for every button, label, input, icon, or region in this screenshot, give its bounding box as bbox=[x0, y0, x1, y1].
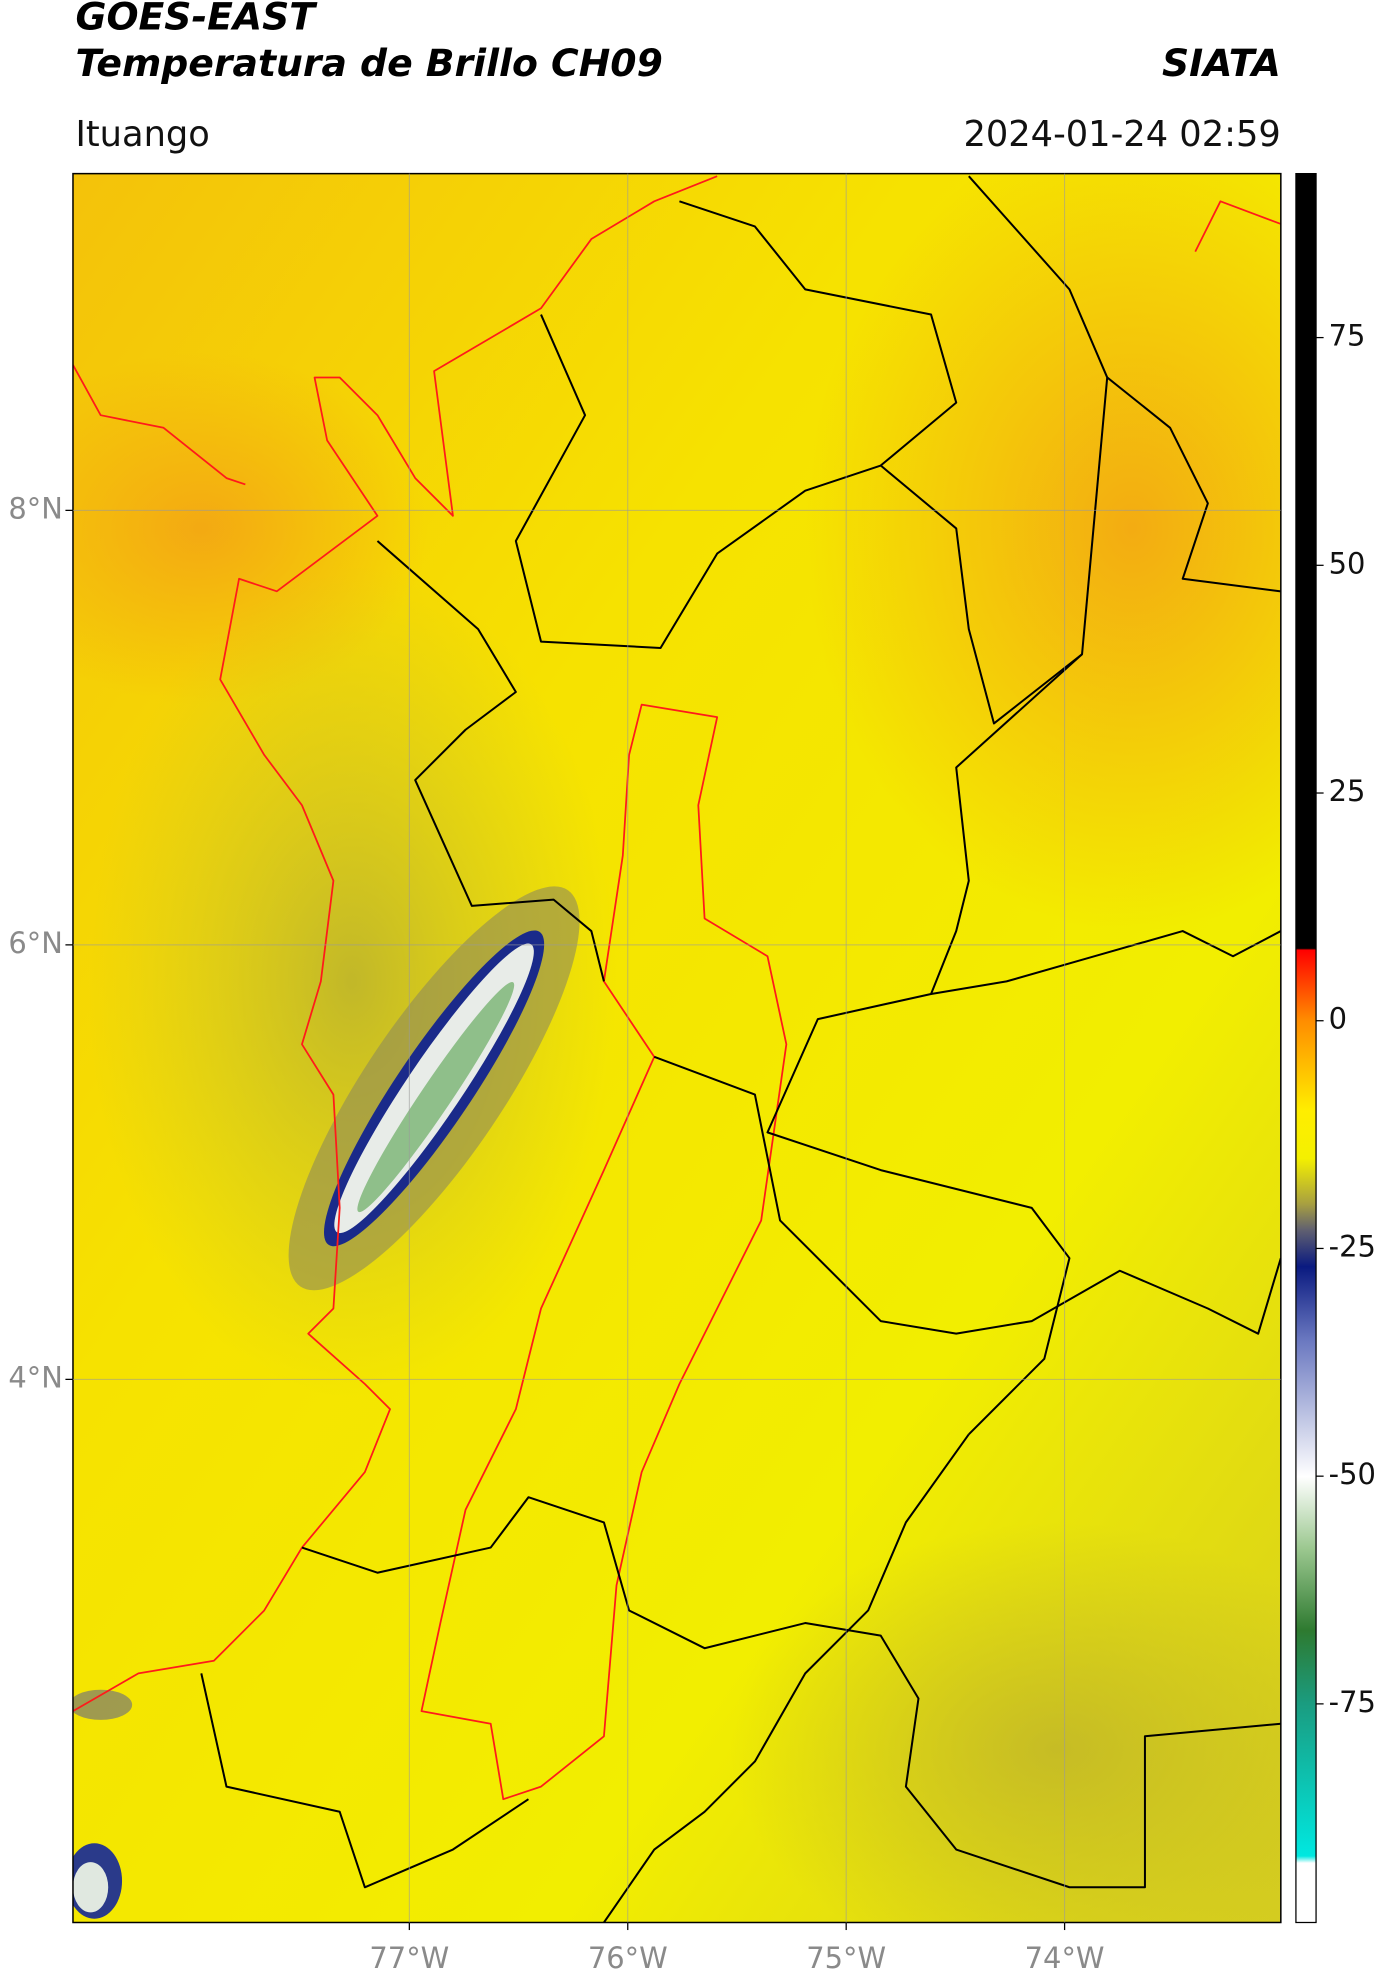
colorbar-tick-label: 75 bbox=[1329, 319, 1366, 353]
colorbar bbox=[1295, 172, 1317, 1924]
map-image bbox=[72, 173, 1281, 1923]
y-tick-label: 8°N bbox=[8, 491, 63, 525]
cloud bbox=[288, 886, 580, 1291]
x-tick-label: 77°W bbox=[369, 1941, 449, 1975]
y-tick-label: 4°N bbox=[8, 1360, 63, 1394]
region: Ituango bbox=[75, 114, 209, 155]
colorbar-tick-label: -50 bbox=[1329, 1457, 1376, 1491]
colorbar-tick-label: 50 bbox=[1329, 546, 1366, 580]
colorbar-tick-label: 25 bbox=[1329, 774, 1366, 808]
colorbar-tick-label: -25 bbox=[1329, 1229, 1376, 1263]
x-tick-label: 74°W bbox=[1025, 1941, 1105, 1975]
map-frame bbox=[72, 172, 1282, 1924]
colorbar-tick-label: 0 bbox=[1329, 1002, 1347, 1036]
y-tick-label: 6°N bbox=[8, 926, 63, 960]
source: SIATA bbox=[1162, 41, 1281, 85]
subtitle: Temperatura de Brillo CH09 bbox=[75, 41, 662, 85]
x-tick-label: 75°W bbox=[806, 1941, 886, 1975]
title: GOES-EAST bbox=[75, 0, 318, 38]
x-tick-label: 76°W bbox=[588, 1941, 668, 1975]
timestamp: 2024-01-24 02:59 bbox=[963, 114, 1280, 155]
colorbar-tick-label: -75 bbox=[1329, 1685, 1376, 1719]
